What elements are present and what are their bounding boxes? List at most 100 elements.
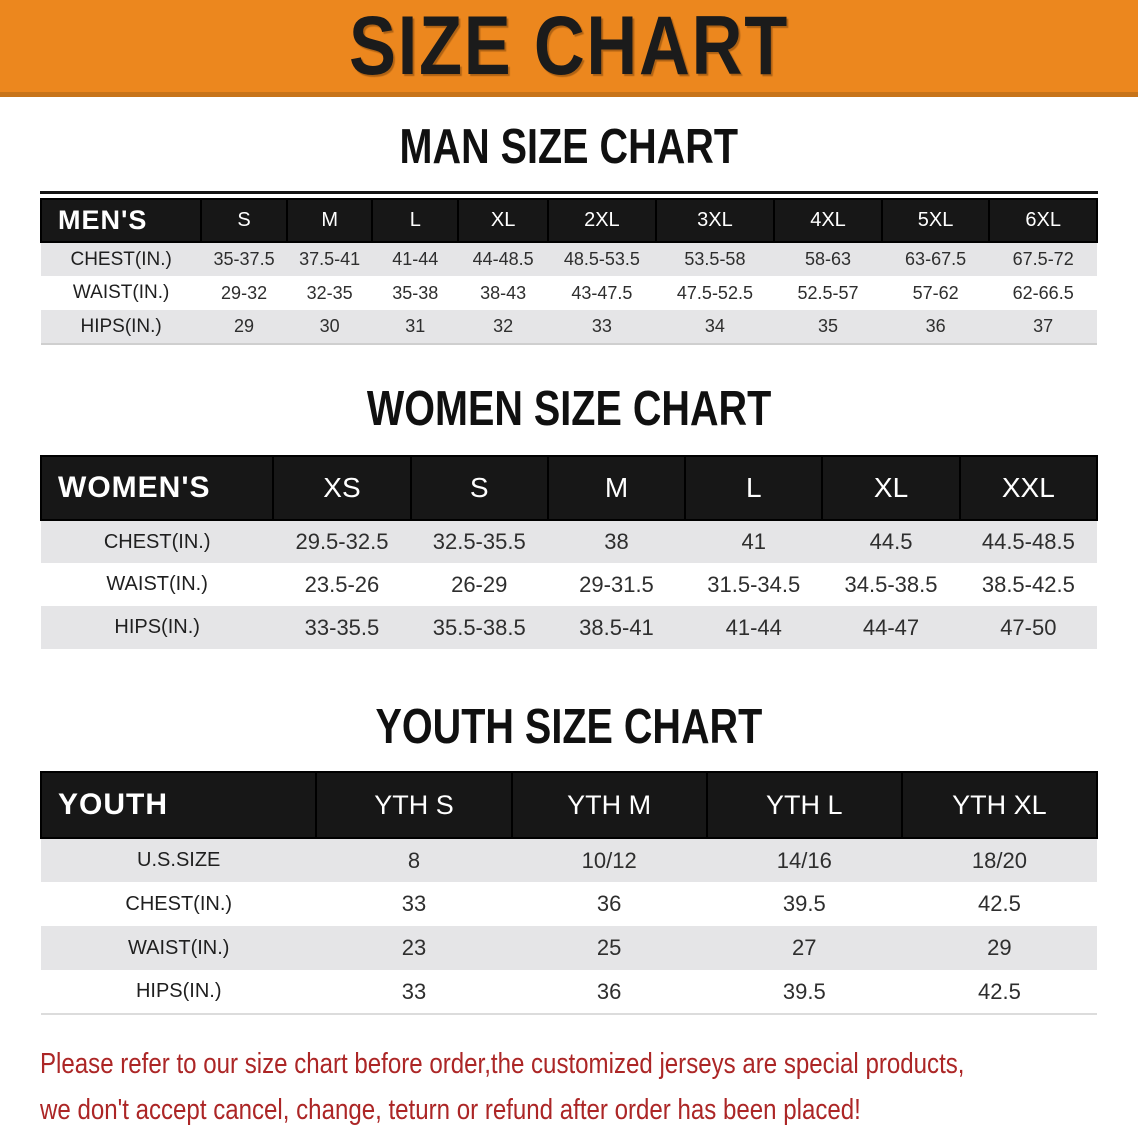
size-column-header: XXL [958, 455, 1099, 521]
cell-value: 32-35 [286, 276, 373, 310]
cell-value: 31 [372, 310, 459, 344]
cell-value: 41-44 [372, 242, 459, 276]
cell-value: 38.5-42.5 [959, 563, 1097, 606]
row-label: WAIST(IN.) [41, 563, 274, 606]
cell-value: 52.5-57 [774, 276, 882, 310]
cell-value: 32.5-35.5 [410, 520, 548, 563]
table-row: HIPS(IN.) 29 30 31 32 33 34 35 36 37 [41, 310, 1097, 344]
cell-value: 39.5 [706, 882, 902, 926]
cell-value: 23.5-26 [273, 563, 411, 606]
size-column-header: YTH M [510, 771, 708, 839]
cell-value: 39.5 [706, 970, 902, 1014]
cell-value: 48.5-53.5 [548, 242, 656, 276]
cell-value: 25 [511, 926, 707, 970]
cell-value: 67.5-72 [989, 242, 1097, 276]
cell-value: 33-35.5 [273, 606, 411, 649]
cell-value: 57-62 [881, 276, 990, 310]
banner-title: SIZE CHART [349, 0, 789, 92]
men-table-top-rule [40, 191, 1098, 194]
women-size-table-container: WOMEN'S XS S M L XL XXL CHEST(IN.) 29.5-32.5 32.5… [39, 455, 1099, 649]
cell-value: 35-38 [372, 276, 459, 310]
cell-value: 29 [201, 310, 287, 344]
cell-value: 29 [901, 926, 1097, 970]
table-row: WAIST(IN.) 23.5-26 26-29 29-31.5 31.5-34.5 34… [41, 563, 1097, 606]
cell-value: 33 [316, 970, 512, 1014]
cell-value: 26-29 [410, 563, 548, 606]
cell-value: 44.5 [822, 520, 960, 563]
cell-value: 36 [511, 970, 707, 1014]
size-column-header: L [371, 198, 460, 243]
table-row: CHEST(IN.) 35-37.5 37.5-41 41-44 44-48.5 48.5… [41, 242, 1097, 276]
size-column-header: S [409, 455, 549, 521]
cell-value: 41 [685, 520, 823, 563]
table-row: WAIST(IN.) 23 25 27 29 [41, 926, 1097, 970]
women-section-heading: WOMEN SIZE CHART [0, 380, 1138, 436]
youth-size-table: YOUTH YTH S YTH M YTH L YTH XL U.S.SIZE 8 10/12… [39, 771, 1099, 1015]
row-label: CHEST(IN.) [41, 882, 317, 926]
cell-value: 38 [547, 520, 686, 563]
cell-value: 35.5-38.5 [410, 606, 548, 649]
cell-value: 42.5 [901, 882, 1097, 926]
table-row: CHEST(IN.) 29.5-32.5 32.5-35.5 38 41 44.5 44.5… [41, 520, 1097, 563]
men-size-table: MEN'S S M L XL 2XL 3XL 4XL 5XL 6XL CHEST(IN.) 35-37… [39, 198, 1098, 345]
cell-value: 38-43 [458, 276, 549, 310]
youth-size-table-container: YOUTH YTH S YTH M YTH L YTH XL U.S.SIZE 8 10/12… [39, 771, 1099, 1015]
table-group-label: YOUTH [39, 771, 318, 839]
cell-value: 35 [774, 310, 882, 344]
cell-value: 29.5-32.5 [273, 520, 411, 563]
size-column-header: M [546, 455, 687, 521]
cell-value: 23 [316, 926, 512, 970]
cell-value: 8 [316, 838, 512, 882]
table-row: U.S.SIZE 8 10/12 14/16 18/20 [41, 838, 1097, 882]
cell-value: 34.5-38.5 [822, 563, 960, 606]
cell-value: 33 [548, 310, 656, 344]
cell-value: 18/20 [901, 838, 1097, 882]
size-column-header: 5XL [880, 198, 991, 243]
size-chart-banner: SIZE CHART [0, 0, 1138, 97]
women-size-table: WOMEN'S XS S M L XL XXL CHEST(IN.) 29.5-32.5 32.5… [39, 455, 1099, 649]
cell-value: 42.5 [901, 970, 1097, 1014]
size-column-header: L [684, 455, 824, 521]
cell-value: 44-48.5 [458, 242, 549, 276]
cell-value: 38.5-41 [547, 606, 686, 649]
men-size-table-container: MEN'S S M L XL 2XL 3XL 4XL 5XL 6XL CHEST(IN.) 35-37… [39, 198, 1098, 345]
cell-value: 44.5-48.5 [959, 520, 1097, 563]
row-label: CHEST(IN.) [41, 520, 274, 563]
cell-value: 30 [286, 310, 373, 344]
cell-value: 43-47.5 [548, 276, 656, 310]
cell-value: 53.5-58 [655, 242, 775, 276]
row-label: WAIST(IN.) [41, 276, 202, 310]
table-row: HIPS(IN.) 33 36 39.5 42.5 [41, 970, 1097, 1014]
cell-value: 63-67.5 [881, 242, 990, 276]
row-label: HIPS(IN.) [41, 606, 274, 649]
cell-value: 36 [511, 882, 707, 926]
women-heading-text: WOMEN SIZE CHART [366, 380, 772, 436]
row-label: HIPS(IN.) [41, 310, 202, 344]
cell-value: 62-66.5 [989, 276, 1097, 310]
size-column-header: XL [821, 455, 961, 521]
size-column-header: XS [272, 455, 412, 521]
header-row: WOMEN'S XS S M L XL XXL [39, 455, 1099, 521]
policy-line-2: we don't accept cancel, change, teturn o… [40, 1094, 861, 1126]
table-row: HIPS(IN.) 33-35.5 35.5-38.5 38.5-41 41-44 44-… [41, 606, 1097, 649]
cell-value: 47-50 [959, 606, 1097, 649]
cell-value: 58-63 [774, 242, 882, 276]
cell-value: 29-32 [201, 276, 287, 310]
size-column-header: 4XL [773, 198, 883, 243]
table-row: CHEST(IN.) 33 36 39.5 42.5 [41, 882, 1097, 926]
cell-value: 35-37.5 [201, 242, 287, 276]
cell-value: 32 [458, 310, 549, 344]
header-row: MEN'S S M L XL 2XL 3XL 4XL 5XL 6XL [39, 198, 1098, 243]
policy-line-1: Please refer to our size chart before or… [40, 1048, 965, 1080]
size-column-header: 3XL [654, 198, 776, 243]
size-column-header: YTH XL [900, 771, 1099, 839]
youth-section-heading: YOUTH SIZE CHART [0, 698, 1138, 753]
size-column-header: YTH L [705, 771, 903, 839]
row-label: HIPS(IN.) [41, 970, 317, 1014]
order-policy-notice: Please refer to our size chart before or… [40, 1041, 1138, 1132]
row-label: WAIST(IN.) [41, 926, 317, 970]
cell-value: 27 [706, 926, 902, 970]
cell-value: 44-47 [822, 606, 960, 649]
cell-value: 14/16 [706, 838, 902, 882]
cell-value: 33 [316, 882, 512, 926]
